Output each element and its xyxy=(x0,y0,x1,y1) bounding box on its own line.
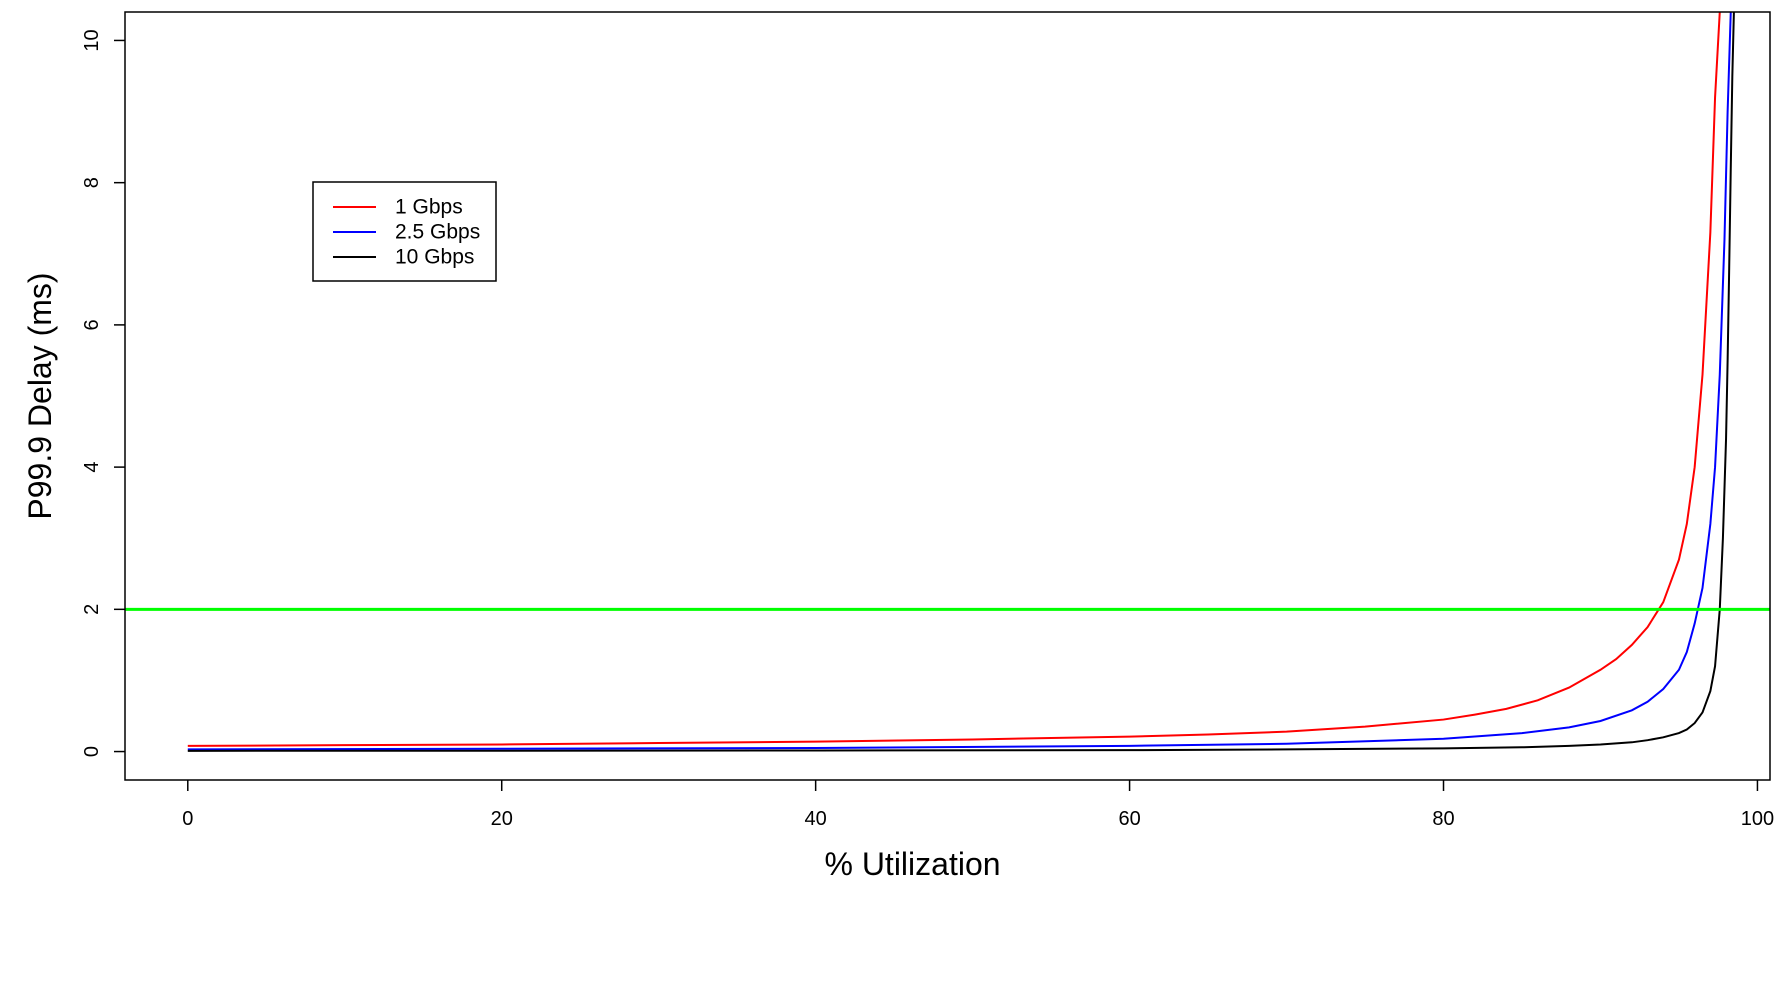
y-tick-label: 2 xyxy=(81,604,103,615)
x-tick-label: 0 xyxy=(182,808,193,830)
x-tick-label: 80 xyxy=(1432,808,1454,830)
series-line-10-gbps xyxy=(187,12,1735,752)
x-tick-label: 100 xyxy=(1741,808,1774,830)
series-line-1-gbps xyxy=(187,12,1721,747)
y-tick-label: 4 xyxy=(81,462,103,473)
y-tick-label: 10 xyxy=(81,29,103,51)
legend-label: 10 Gbps xyxy=(395,246,474,269)
x-tick-label: 60 xyxy=(1118,808,1140,830)
plot-frame xyxy=(124,11,1771,781)
legend-label: 1 Gbps xyxy=(395,196,463,219)
y-axis-title: P99.9 Delay (ms) xyxy=(22,272,58,519)
axis-layer: 0 20 40 60 80 100 0 2 4 6 8 10 xyxy=(81,29,1774,830)
x-tick-label: 40 xyxy=(805,808,827,830)
legend-label: 2.5 Gbps xyxy=(395,221,480,244)
x-tick-label: 20 xyxy=(491,808,513,830)
x-axis-title: % Utilization xyxy=(824,846,1000,882)
y-tick-label: 0 xyxy=(81,746,103,757)
y-tick-label: 8 xyxy=(81,177,103,188)
frame-layer xyxy=(124,11,1771,781)
series-line-2-5-gbps xyxy=(187,12,1732,751)
series-layer xyxy=(125,12,1770,752)
y-tick-label: 6 xyxy=(81,319,103,330)
